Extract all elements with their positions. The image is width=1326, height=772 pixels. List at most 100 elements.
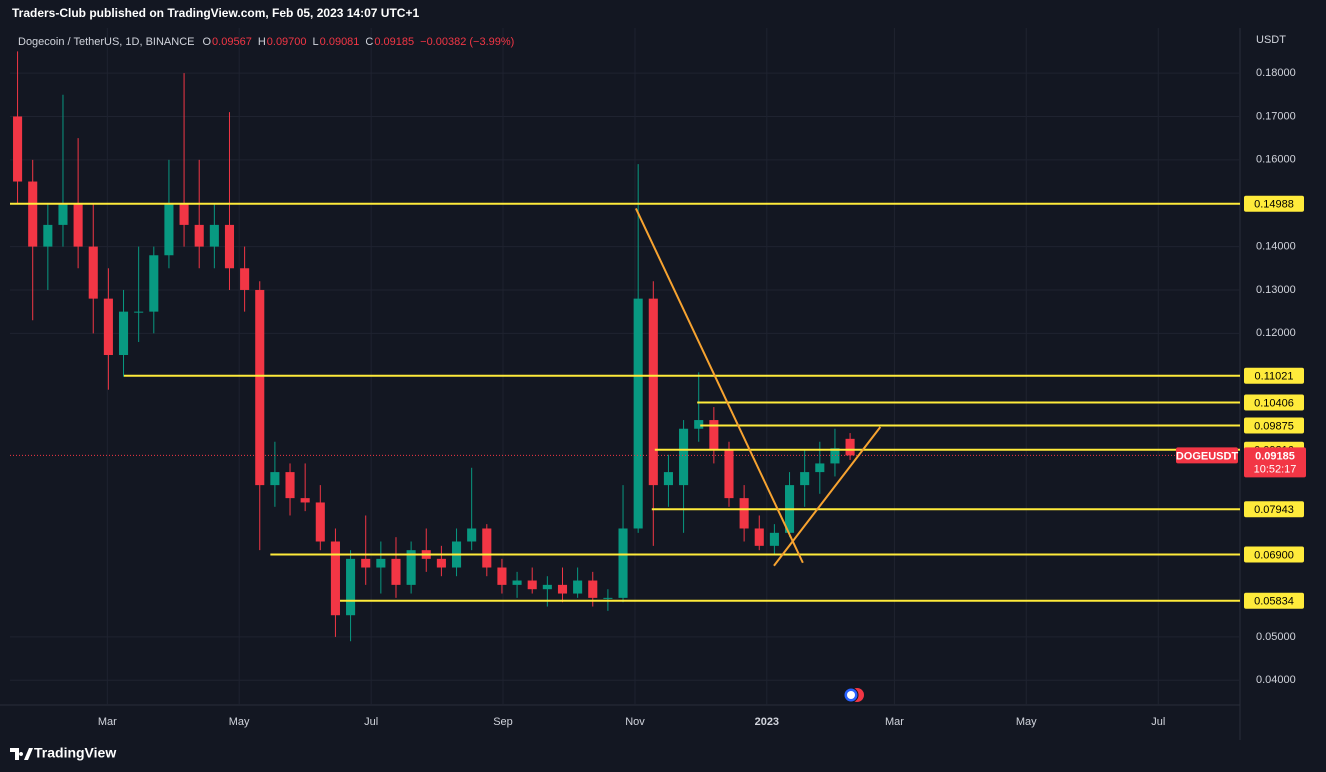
candle-body [542,584,552,590]
y-tick-label: 0.05000 [1256,631,1296,643]
ohlc-name: C [365,36,373,48]
candle-body [845,438,855,456]
y-tick-label: 0.16000 [1256,154,1296,166]
candle-body [800,472,810,486]
level-label: 0.11021 [1255,371,1294,383]
candle-body [270,472,280,486]
ohlc-name: H [258,36,266,48]
candle-body [406,550,416,585]
level-label: 0.05834 [1254,596,1294,608]
candle-body [103,298,113,356]
candle-body [255,289,265,486]
x-tick-label: May [1016,716,1037,728]
x-tick-label: Mar [98,716,117,728]
candle-body [557,584,568,594]
candle-body [830,448,840,464]
candle-body [149,255,159,312]
candle-body [285,472,295,499]
candle-body [663,472,673,486]
candle-body [376,558,386,568]
ohlc-value: 0.09185 [374,36,414,48]
x-tick-label: Jul [1151,716,1165,728]
candle-body [43,224,53,247]
candle-body [209,224,219,247]
candle-body [391,558,401,585]
candle-body [467,528,477,542]
candle-body [224,224,235,269]
y-tick-label: 0.14000 [1256,240,1296,252]
candle-body [134,311,144,313]
candle-body [527,580,537,590]
y-tick-label: 0.17000 [1256,110,1296,122]
candle-body [512,580,522,585]
x-tick-label: 2023 [755,716,779,728]
ohlc-value: 0.09567 [212,36,252,48]
y-tick-label: 0.12000 [1256,327,1296,339]
footer-logo [10,748,33,760]
level-label: 0.10406 [1254,397,1294,409]
level-label-box [1244,367,1304,384]
change-value: −0.00382 (−3.99%) [420,36,514,48]
candle-body [482,528,492,568]
candle-body [436,558,446,568]
candle-body [118,311,129,356]
level-label: 0.07943 [1254,504,1294,516]
trendline [634,207,804,564]
candle-body [739,498,749,529]
overlay: 0.149880.110210.104060.098750.093160.079… [10,195,1306,609]
symbol-label: DOGEUSDT [1176,450,1239,462]
x-tick-label: Mar [885,716,904,728]
candle-body [240,268,250,290]
footer-brand: TradingView [34,745,116,761]
candle-body [179,203,189,225]
y-tick-label: 0.18000 [1256,67,1296,79]
x-tick-label: Sep [493,716,513,728]
candle-body [497,567,507,585]
candle-body [73,203,83,247]
candle-body [315,502,325,542]
candle-body [633,298,643,529]
ohlc-name: O [202,36,211,48]
candle-body [679,428,689,486]
axis-unit: USDT [1256,34,1286,46]
level-label: 0.09875 [1254,420,1294,432]
candle-body [88,246,98,299]
level-label: 0.14988 [1254,199,1294,211]
level-label-box [1244,195,1304,212]
last-price-box [1244,447,1306,478]
y-tick-label: 0.04000 [1256,674,1296,686]
candle-body [13,116,23,182]
candle-body [694,420,704,429]
byline: Traders-Club published on TradingView.co… [12,6,419,20]
candle-body [724,450,734,499]
level-label-box [1244,501,1304,518]
candle-body [164,203,174,256]
ohlc-value: 0.09081 [320,36,360,48]
x-tick-label: Nov [625,716,645,728]
legend-title: Dogecoin / TetherUS, 1D, BINANCE [18,36,194,48]
y-tick-label: 0.13000 [1256,284,1296,296]
candle-body [28,181,38,247]
last-price-label: 0.09185 [1255,450,1295,462]
x-tick-label: Jul [364,716,378,728]
x-tick-label: May [229,716,250,728]
candle-body [754,528,764,546]
countdown-label: 10:52:17 [1254,463,1297,475]
symbol-box [1176,447,1238,464]
candle-body [648,298,658,486]
events-icon [843,687,864,703]
plot [10,28,1240,705]
candle-body [618,528,628,598]
level-label: 0.06900 [1254,549,1294,561]
level-label-box [1244,394,1304,411]
candle-body [346,558,356,616]
candle-body [361,558,371,568]
level-label-box [1244,417,1304,434]
candle-body [194,224,204,247]
candle-body [588,580,598,598]
trendline [773,426,882,567]
candle-body [815,463,825,473]
level-label-box [1244,546,1304,563]
candle-body [300,498,310,503]
